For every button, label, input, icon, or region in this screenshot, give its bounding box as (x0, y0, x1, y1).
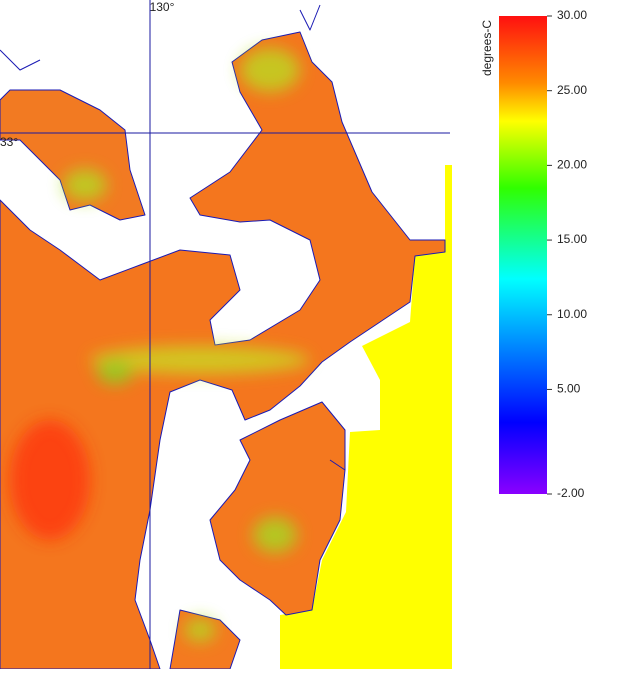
graticule (0, 0, 450, 669)
lat-label: 33° (0, 135, 18, 149)
coastline (0, 4, 346, 471)
sea-inner (209, 401, 346, 616)
sea-bay (0, 89, 146, 221)
colorbar-tick-label: 10.00 (557, 307, 587, 321)
sea-yellow (280, 165, 452, 669)
colorbar-tick-label: 15.00 (557, 232, 587, 246)
colorbar-tick-label: 30.00 (557, 8, 587, 22)
lon-label: 130° (150, 0, 175, 14)
warm-cool-patches (10, 48, 310, 642)
colorbar-label: degrees-C (480, 20, 494, 76)
colorbar-tick-label: 5.00 (557, 382, 581, 396)
colorbar (499, 16, 547, 494)
colorbar-tick-label: 20.00 (557, 158, 587, 172)
sst-map (0, 4, 452, 670)
colorbar-tick-label: -2.00 (557, 486, 585, 500)
colorbar-tick-label: 25.00 (557, 83, 587, 97)
